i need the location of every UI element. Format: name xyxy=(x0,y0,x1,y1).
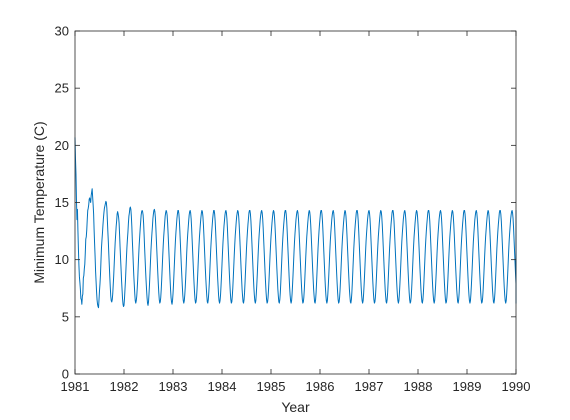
x-tick-label: 1990 xyxy=(502,379,531,394)
x-tick-label: 1988 xyxy=(404,379,433,394)
x-tick-label: 1982 xyxy=(110,379,139,394)
x-tick-label: 1986 xyxy=(306,379,335,394)
series-line-0 xyxy=(74,137,517,309)
y-tick-label: 10 xyxy=(55,252,69,267)
y-axis-label: Minimum Temperature (C) xyxy=(31,121,47,283)
x-tick-label: 1987 xyxy=(355,379,384,394)
y-tick-label: 25 xyxy=(55,81,69,96)
x-tick-label: 1983 xyxy=(159,379,188,394)
y-axis: 0 5 10 15 20 25 30 xyxy=(55,24,516,382)
x-tick-label: 1981 xyxy=(61,379,90,394)
x-axis: 1981 1982 1983 1984 1985 1986 1987 1988 1989 1990 xyxy=(61,31,531,394)
y-tick-label: 30 xyxy=(55,24,69,39)
plot-area xyxy=(75,31,516,374)
y-tick-label: 5 xyxy=(62,309,69,324)
y-tick-label: 20 xyxy=(55,138,69,153)
series-layer xyxy=(74,137,517,309)
x-axis-label: Year xyxy=(281,399,310,415)
x-tick-label: 1989 xyxy=(453,379,482,394)
x-tick-label: 1985 xyxy=(257,379,286,394)
y-tick-label: 15 xyxy=(55,195,69,210)
y-tick-label: 0 xyxy=(62,367,69,382)
x-tick-label: 1984 xyxy=(208,379,237,394)
